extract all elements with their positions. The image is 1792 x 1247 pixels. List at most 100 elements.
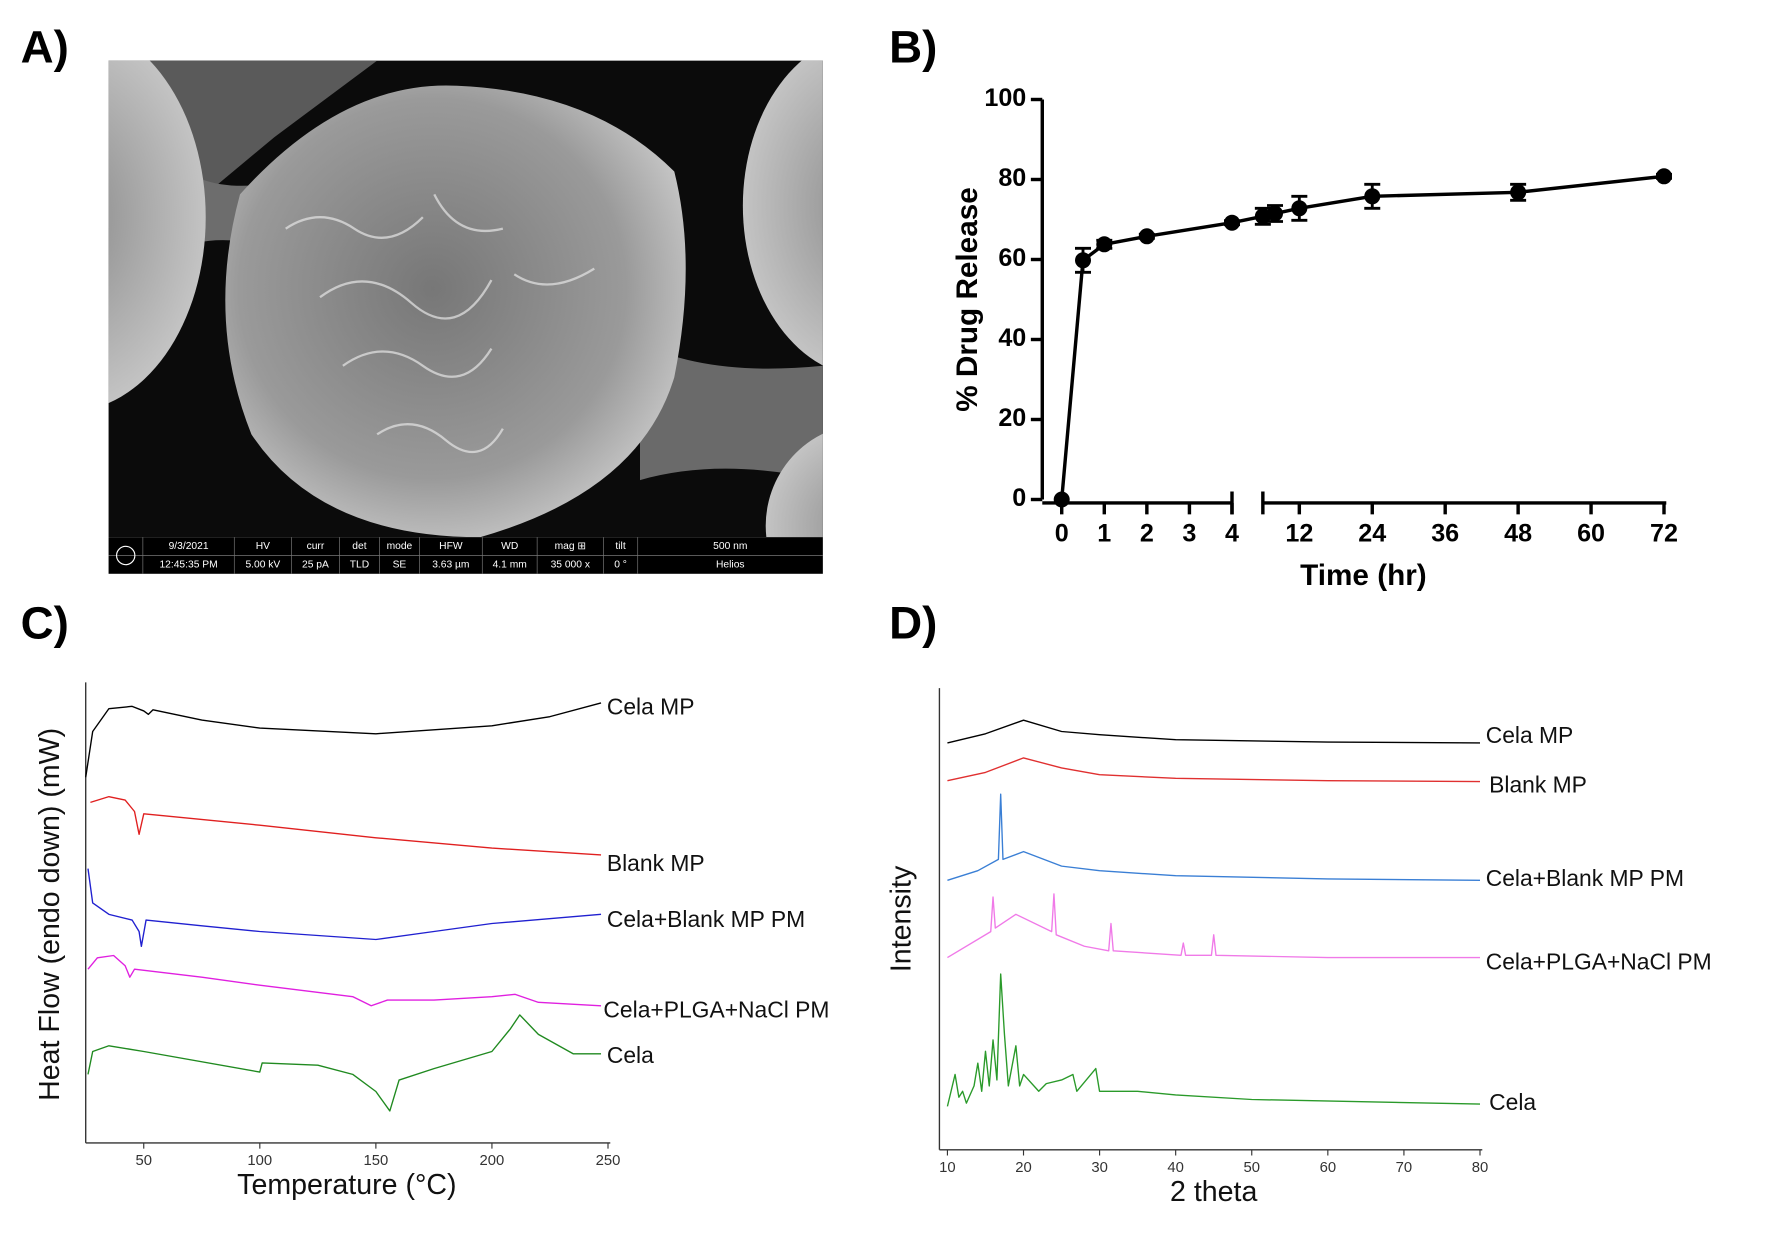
sem-info-label: det bbox=[352, 541, 366, 552]
sem-wrinkles bbox=[285, 193, 595, 454]
data-line bbox=[947, 793, 1481, 881]
data-point bbox=[1224, 214, 1240, 231]
data-point bbox=[1254, 208, 1271, 225]
data-point bbox=[1075, 252, 1091, 269]
sem-info-label: HFW bbox=[439, 541, 463, 552]
data-line bbox=[947, 757, 1481, 783]
sem-info-label: WD bbox=[501, 541, 518, 552]
x-tick-label: 24 bbox=[1358, 520, 1386, 548]
x-tick-label: 2 bbox=[1140, 520, 1154, 548]
x-tick-label: 60 bbox=[1320, 1160, 1337, 1176]
sem-info-label: mag ⊞ bbox=[555, 541, 586, 552]
data-point bbox=[1267, 205, 1284, 222]
y-axis-title: Heat Flow (endo down) (mW) bbox=[34, 728, 66, 1101]
y-tick-label: 20 bbox=[998, 404, 1026, 432]
y-tick-label: 80 bbox=[998, 164, 1026, 192]
x-tick-label: 250 bbox=[596, 1153, 621, 1169]
sem-info-value: 4.1 mm bbox=[493, 559, 527, 570]
x-tick-label: 80 bbox=[1472, 1160, 1489, 1176]
sem-info-label: 9/3/2021 bbox=[169, 541, 209, 552]
x-tick-label: 1 bbox=[1097, 520, 1111, 548]
x-tick-label: 50 bbox=[135, 1153, 152, 1169]
series-label: Blank MP bbox=[1489, 771, 1587, 797]
data-point bbox=[1138, 228, 1155, 245]
sem-bridge bbox=[640, 342, 823, 481]
x-axis-title: Temperature (°C) bbox=[237, 1169, 456, 1201]
data-line bbox=[947, 719, 1481, 744]
x-tick-label: 150 bbox=[363, 1153, 388, 1169]
sem-info-value: Helios bbox=[716, 559, 745, 570]
series-label: Cela+Blank MP PM bbox=[607, 906, 805, 932]
x-tick-label: 4 bbox=[1225, 520, 1239, 548]
x-tick-label: 70 bbox=[1396, 1160, 1413, 1176]
data-line bbox=[946, 973, 1481, 1107]
y-tick-label: 100 bbox=[984, 84, 1026, 112]
panel-label: A) bbox=[21, 21, 69, 72]
sem-particle bbox=[742, 60, 823, 366]
series-label: Cela+Blank MP PM bbox=[1486, 865, 1684, 891]
x-tick-label: 20 bbox=[1015, 1160, 1032, 1176]
sem-info-value: 5.00 kV bbox=[245, 559, 280, 570]
sem-info-value: 0 ° bbox=[614, 559, 627, 570]
x-tick-label: 3 bbox=[1182, 520, 1196, 548]
y-tick-label: 0 bbox=[1012, 484, 1026, 512]
x-axis-title: 2 theta bbox=[1170, 1176, 1257, 1208]
data-point bbox=[1656, 168, 1672, 185]
series-label: Cela+PLGA+NaCl PM bbox=[603, 997, 829, 1023]
data-point bbox=[1096, 236, 1113, 253]
sem-info-label: 500 nm bbox=[713, 541, 747, 552]
x-tick-label: 10 bbox=[939, 1160, 956, 1176]
x-tick-label: 48 bbox=[1504, 520, 1532, 548]
sem-info-value: 12:45:35 PM bbox=[159, 559, 217, 570]
sem-particle bbox=[765, 433, 823, 538]
data-line bbox=[85, 702, 602, 778]
x-tick-label: 0 bbox=[1055, 520, 1069, 548]
sem-info-value: 35 000 x bbox=[551, 559, 591, 570]
data-line bbox=[87, 1014, 602, 1112]
x-tick-label: 36 bbox=[1431, 520, 1459, 548]
x-tick-label: 30 bbox=[1091, 1160, 1108, 1176]
series-label: Cela MP bbox=[607, 694, 695, 720]
data-line bbox=[90, 795, 602, 856]
x-tick-label: 60 bbox=[1577, 520, 1605, 548]
sem-info-label: curr bbox=[307, 541, 325, 552]
sem-info-value: 25 pA bbox=[302, 559, 329, 570]
x-axis-title: Time (hr) bbox=[1300, 559, 1427, 592]
data-point bbox=[1291, 200, 1308, 217]
series-label: Cela bbox=[607, 1042, 654, 1068]
data-point bbox=[1364, 188, 1381, 205]
x-tick-label: 72 bbox=[1650, 520, 1678, 548]
panel-label: B) bbox=[889, 21, 937, 72]
series-label: Cela+PLGA+NaCl PM bbox=[1486, 949, 1712, 975]
series-label: Cela MP bbox=[1486, 722, 1574, 748]
y-axis-title: Intensity bbox=[885, 865, 917, 972]
data-point bbox=[1053, 491, 1070, 508]
x-tick-label: 100 bbox=[247, 1153, 272, 1169]
panel-label: D) bbox=[889, 597, 937, 648]
sem-info-value: SE bbox=[393, 559, 407, 570]
sem-particle bbox=[108, 60, 206, 403]
sem-info-label: tilt bbox=[615, 541, 625, 552]
sem-info-value: 3.63 µm bbox=[432, 559, 469, 570]
panel-label: C) bbox=[21, 597, 69, 648]
data-line bbox=[947, 893, 1480, 959]
y-tick-label: 40 bbox=[998, 324, 1026, 352]
data-line bbox=[87, 954, 602, 1007]
sem-info-value: TLD bbox=[350, 559, 369, 570]
data-point bbox=[1510, 184, 1527, 201]
y-tick-label: 60 bbox=[998, 244, 1026, 272]
sem-logo bbox=[116, 545, 136, 566]
series-label: Blank MP bbox=[607, 850, 705, 876]
x-tick-label: 50 bbox=[1243, 1160, 1260, 1176]
x-tick-label: 12 bbox=[1285, 520, 1313, 548]
sem-particle bbox=[225, 85, 686, 538]
y-axis-title: % Drug Release bbox=[951, 187, 984, 412]
sem-info-label: HV bbox=[256, 541, 270, 552]
x-tick-label: 40 bbox=[1167, 1160, 1184, 1176]
x-tick-label: 200 bbox=[480, 1153, 505, 1169]
series-label: Cela bbox=[1489, 1089, 1536, 1115]
data-line bbox=[1060, 174, 1665, 500]
sem-info-label: mode bbox=[387, 541, 413, 552]
